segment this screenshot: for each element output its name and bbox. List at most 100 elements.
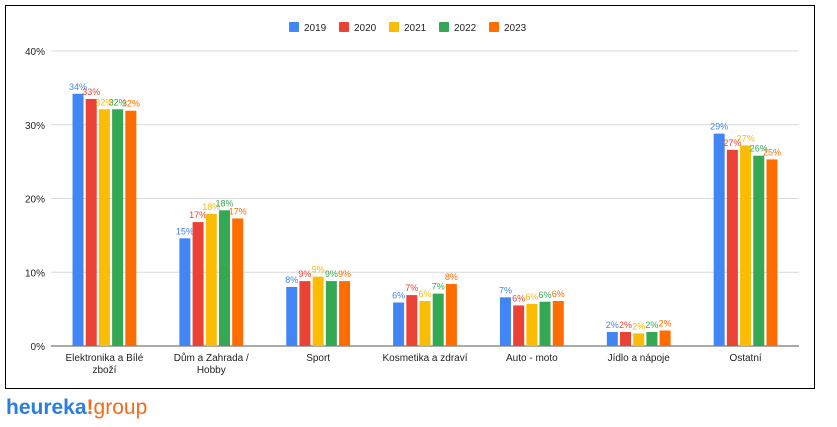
data-label: 17% <box>229 206 247 216</box>
data-label: 6% <box>552 289 565 299</box>
legend-swatch <box>489 22 499 32</box>
bar <box>766 159 778 346</box>
bar-chart: 0% 10% 20% 30% 40% 2019 2020 2021 2022 2023 34%33%… <box>25 22 799 376</box>
data-label: 6% <box>418 289 431 299</box>
y-tick-label: 10% <box>25 268 45 279</box>
data-label: 32% <box>95 97 113 107</box>
data-label: 9% <box>338 269 351 279</box>
bar <box>406 295 418 346</box>
data-label: 32% <box>122 99 140 109</box>
data-label: 6% <box>512 293 525 303</box>
bar <box>753 155 765 346</box>
y-tick-label: 0% <box>31 342 46 353</box>
data-label: 32% <box>109 97 127 107</box>
heureka-group-logo: heureka!group <box>6 396 147 424</box>
bar <box>312 276 324 346</box>
legend-swatch <box>339 22 349 32</box>
legend-swatch <box>439 22 449 32</box>
bar <box>72 93 84 347</box>
data-label: 15% <box>176 226 194 236</box>
data-label: 2% <box>659 319 672 329</box>
bar <box>740 145 752 346</box>
legend-label: 2022 <box>454 23 477 34</box>
bar <box>620 331 632 346</box>
data-label: 2% <box>632 321 645 331</box>
category-label: zboží <box>92 365 116 376</box>
logo-suffix: group <box>93 396 148 419</box>
bar <box>606 331 618 346</box>
legend-swatch <box>389 22 399 32</box>
data-label: 8% <box>285 275 298 285</box>
bar <box>286 287 298 346</box>
bar <box>646 331 658 346</box>
bar <box>125 110 137 346</box>
bar <box>726 149 738 346</box>
data-label: 7% <box>432 282 445 292</box>
legend-label: 2021 <box>404 23 427 34</box>
data-label: 8% <box>445 272 458 282</box>
data-label: 26% <box>750 144 768 154</box>
data-label: 9% <box>325 269 338 279</box>
bar <box>325 281 337 346</box>
bar <box>526 303 538 346</box>
data-label: 29% <box>710 122 728 132</box>
bar <box>552 301 564 346</box>
legend-label: 2023 <box>504 23 527 34</box>
chart-frame: 0% 10% 20% 30% 40% 2019 2020 2021 2022 2023 34% 33%… <box>5 5 815 389</box>
bar <box>513 305 525 346</box>
data-label: 18% <box>202 202 220 212</box>
bar <box>419 301 431 346</box>
data-label: 7% <box>499 285 512 295</box>
bar <box>633 333 645 346</box>
bar <box>205 213 217 346</box>
bar <box>713 133 725 346</box>
category-label: Elektronika a Bílé <box>66 353 144 364</box>
data-label: 6% <box>525 292 538 302</box>
data-label: 7% <box>405 283 418 293</box>
data-label: 2% <box>619 320 632 330</box>
legend-label: 2019 <box>304 23 327 34</box>
legend-swatch <box>289 22 299 32</box>
bar <box>85 98 97 346</box>
bar <box>98 109 110 346</box>
bar <box>179 238 191 346</box>
category-label: Dům a Zahrada / <box>174 352 249 364</box>
bar <box>339 281 351 346</box>
data-label: 6% <box>392 290 405 300</box>
category-label: Sport <box>306 353 330 364</box>
legend-label: 2020 <box>354 23 377 34</box>
bar <box>218 210 230 346</box>
category-label: Kosmetika a zdraví <box>382 353 467 364</box>
category-label: Jídlo a nápoje <box>608 353 671 364</box>
data-label: 2% <box>606 320 619 330</box>
data-label: 18% <box>215 198 233 208</box>
bar <box>499 297 511 346</box>
bar <box>192 222 204 346</box>
bar <box>539 301 551 346</box>
data-label: 2% <box>645 320 658 330</box>
bar <box>445 284 457 346</box>
data-label: 6% <box>539 290 552 300</box>
category-label: Hobby <box>197 365 226 376</box>
logo-brand: heureka <box>6 396 87 419</box>
data-label: 9% <box>312 265 325 275</box>
data-label: 9% <box>298 269 311 279</box>
bar <box>659 330 671 346</box>
data-label: 17% <box>189 210 207 220</box>
category-label: Ostatní <box>729 353 761 364</box>
logo-bang: ! <box>86 396 94 419</box>
bar <box>299 281 311 346</box>
y-tick-label: 20% <box>25 195 45 206</box>
data-label: 34% <box>69 82 87 92</box>
data-label: 33% <box>82 87 100 97</box>
data-label: 25% <box>763 147 781 157</box>
bar <box>112 109 124 346</box>
category-label: Auto - moto <box>506 353 558 364</box>
y-tick-label: 30% <box>25 121 45 132</box>
bar <box>432 293 444 346</box>
data-label: 27% <box>737 133 755 143</box>
data-label: 27% <box>723 138 741 148</box>
y-tick-label: 40% <box>25 47 45 58</box>
bar <box>232 218 244 346</box>
bar <box>393 302 405 346</box>
